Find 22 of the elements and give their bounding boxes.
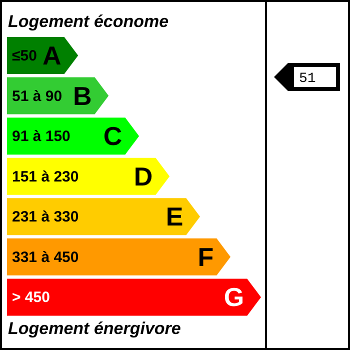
y-tick-label: ≤50 <box>12 48 37 64</box>
bar <box>7 198 200 236</box>
y-tick-label: 231 à 330 <box>12 208 79 226</box>
y-tick-label: 331 à 450 <box>12 248 79 266</box>
pointer-arrow: 51 <box>274 63 340 91</box>
annotation: A <box>42 40 62 70</box>
bar <box>7 278 261 316</box>
annotation: F <box>198 242 214 272</box>
annotation: G <box>224 282 244 312</box>
y-tick-label: > 450 <box>12 289 50 306</box>
x-axis-title: Logement énergivore <box>8 319 181 339</box>
annotation: B <box>72 80 92 111</box>
bar <box>7 238 231 276</box>
y-tick-label: 51 à 90 <box>12 88 62 105</box>
y-tick-label: 151 à 230 <box>12 168 79 186</box>
bar <box>7 118 140 155</box>
y-tick-label: 91 à 150 <box>12 128 70 146</box>
chart-title: Logement économe <box>8 12 169 32</box>
bar <box>7 158 170 195</box>
annotation: C <box>103 121 122 152</box>
annotation: D <box>134 161 153 192</box>
annotation: E <box>166 202 184 232</box>
